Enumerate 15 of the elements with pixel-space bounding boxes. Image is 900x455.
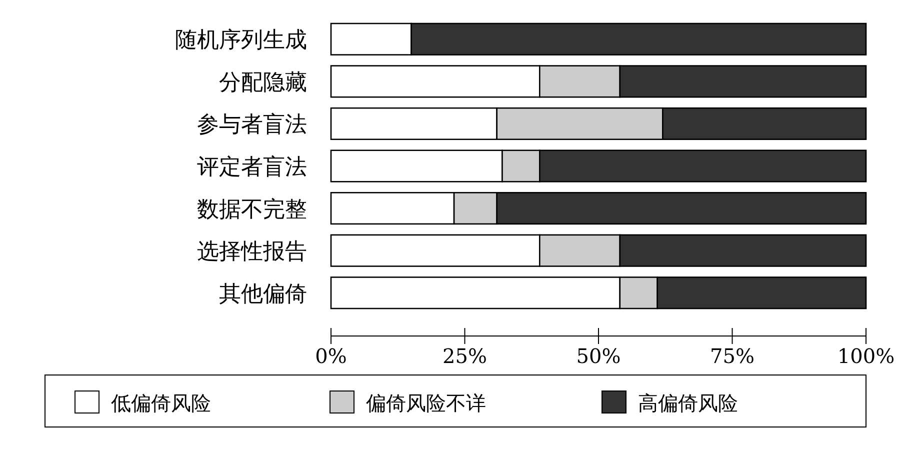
x-tick-label: 50% [576, 344, 621, 368]
y-tick-label: 分配隐藏 [219, 70, 307, 96]
y-tick-label: 参与者盲法 [197, 112, 307, 138]
legend-label: 低偏倚风险 [111, 391, 211, 415]
legend-label: 偏倚风险不详 [366, 391, 486, 415]
x-tick-label: 75% [710, 344, 754, 368]
x-tick-label: 100% [837, 344, 895, 368]
y-tick-label: 数据不完整 [197, 197, 307, 222]
y-tick-label: 随机序列生成 [175, 28, 307, 54]
x-tick-label: 0% [315, 344, 347, 368]
legend-label: 高偏倚风险 [638, 391, 738, 415]
y-tick-label: 评定者盲法 [197, 155, 307, 180]
y-tick-label: 选择性报告 [197, 240, 307, 265]
y-tick-label: 其他偏倚 [219, 282, 307, 307]
x-tick-label: 25% [442, 344, 487, 368]
